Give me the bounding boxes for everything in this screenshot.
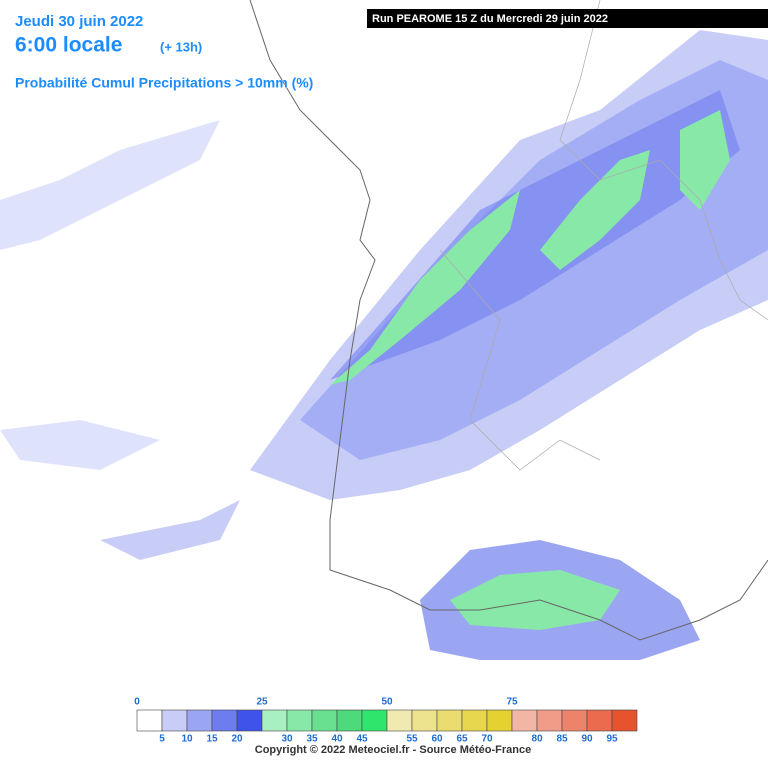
precipitation-field: [0, 30, 768, 660]
legend-swatch: [536, 709, 563, 732]
legend-swatch: [261, 709, 288, 732]
legend-bottom-label: 60: [431, 734, 443, 745]
legend: 0 25 50 75 5 10 15 20 30 35 40 45 55 60 65 70 80 85 90 95: [134, 697, 638, 745]
forecast-time: 6:00 locale: [15, 34, 122, 57]
forecast-date: Jeudi 30 juin 2022: [15, 13, 143, 30]
legend-swatch: [236, 709, 263, 732]
lead-time: (+ 13h): [160, 39, 202, 54]
run-info: Run PEAROME 15 Z du Mercredi 29 juin 202…: [372, 13, 608, 25]
legend-swatch: [436, 709, 463, 732]
legend-bottom-label: 65: [456, 734, 468, 745]
legend-swatch: [186, 709, 213, 732]
legend-bottom-label: 5: [159, 734, 165, 745]
product-title: Probabilité Cumul Precipitations > 10mm …: [15, 75, 313, 91]
legend-top-label: 75: [506, 697, 518, 708]
legend-swatch: [586, 709, 613, 732]
legend-swatch: [136, 709, 163, 732]
legend-swatch: [611, 709, 638, 732]
legend-bottom-label: 35: [306, 734, 318, 745]
legend-bottom-label: 10: [181, 734, 193, 745]
legend-bottom-label: 55: [406, 734, 418, 745]
legend-bottom-label: 20: [231, 734, 243, 745]
legend-swatch: [386, 709, 413, 732]
legend-bottom-label: 80: [531, 734, 543, 745]
legend-swatch: [286, 709, 313, 732]
legend-bottom-label: 40: [331, 734, 343, 745]
legend-bottom-label: 30: [281, 734, 293, 745]
legend-top-label: 50: [381, 697, 393, 708]
legend-swatch: [486, 709, 513, 732]
legend-bottom-label: 70: [481, 734, 493, 745]
legend-swatch: [211, 709, 238, 732]
legend-top-label: 25: [256, 697, 268, 708]
run-box: [367, 9, 768, 28]
legend-swatch: [511, 709, 538, 732]
copyright: Copyright © 2022 Meteociel.fr - Source M…: [255, 744, 531, 756]
legend-bottom-label: 45: [356, 734, 368, 745]
legend-swatch: [411, 709, 438, 732]
legend-swatch: [161, 709, 188, 732]
legend-swatch: [361, 709, 388, 732]
legend-bottom-label: 90: [581, 734, 593, 745]
legend-bottom-label: 15: [206, 734, 218, 745]
legend-top-label: 0: [134, 697, 140, 708]
coastline: [249, 0, 768, 641]
legend-swatch: [336, 709, 363, 732]
legend-bottom-label: 85: [556, 734, 568, 745]
legend-swatch: [311, 709, 338, 732]
legend-bottom-label: 95: [606, 734, 618, 745]
legend-swatch: [561, 709, 588, 732]
legend-swatch: [461, 709, 488, 732]
